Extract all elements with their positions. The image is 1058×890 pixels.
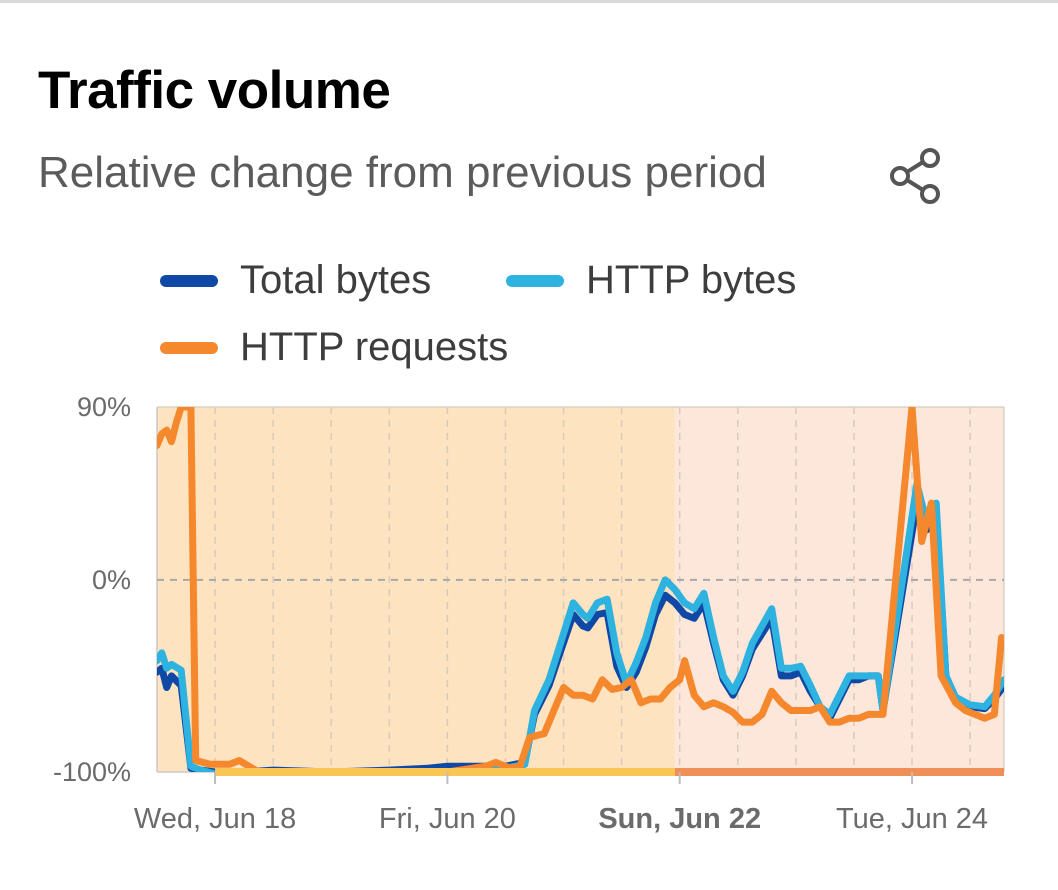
x-tick-label: Tue, Jun 24 (836, 803, 988, 835)
legend-swatch-http-requests (160, 341, 218, 354)
legend-label: HTTP bytes (586, 258, 797, 302)
legend-label: HTTP requests (240, 325, 509, 369)
legend-item-http-requests[interactable]: HTTP requests (160, 325, 508, 370)
band-shade-period (674, 407, 1004, 772)
y-tick-label: 0% (92, 565, 131, 595)
x-tick-label: Sun, Jun 22 (598, 803, 761, 835)
legend-swatch-http-bytes (506, 274, 564, 287)
y-axis: 90% 0% -100% (53, 392, 131, 787)
x-tick-label: Wed, Jun 18 (134, 803, 296, 835)
legend-swatch-total-bytes (160, 274, 218, 287)
series-line-http-bytes (157, 480, 1004, 772)
chart-title: Traffic volume (38, 61, 391, 120)
y-tick-label: -100% (53, 757, 131, 787)
band-shade-weekend (157, 407, 675, 772)
y-tick-label: 90% (77, 392, 131, 422)
gridlines (156, 406, 1005, 773)
legend-item-total-bytes[interactable]: Total bytes (160, 258, 431, 303)
x-tick-label: Fri, Jun 20 (379, 803, 516, 835)
legend-item-http-bytes[interactable]: HTTP bytes (506, 258, 796, 303)
traffic-chart[interactable]: 90% 0% -100% Wed, Jun 18 Fri, Jun 20 Sun, Ju… (0, 380, 1058, 890)
x-axis: Wed, Jun 18 Fri, Jun 20 Sun, Jun 22 Tue, Ju… (134, 772, 988, 835)
share-icon[interactable] (886, 146, 946, 206)
top-divider (0, 0, 1058, 3)
legend-label: Total bytes (240, 258, 432, 302)
chart-subtitle: Relative change from previous period (38, 148, 767, 197)
background-bands (157, 407, 1004, 772)
